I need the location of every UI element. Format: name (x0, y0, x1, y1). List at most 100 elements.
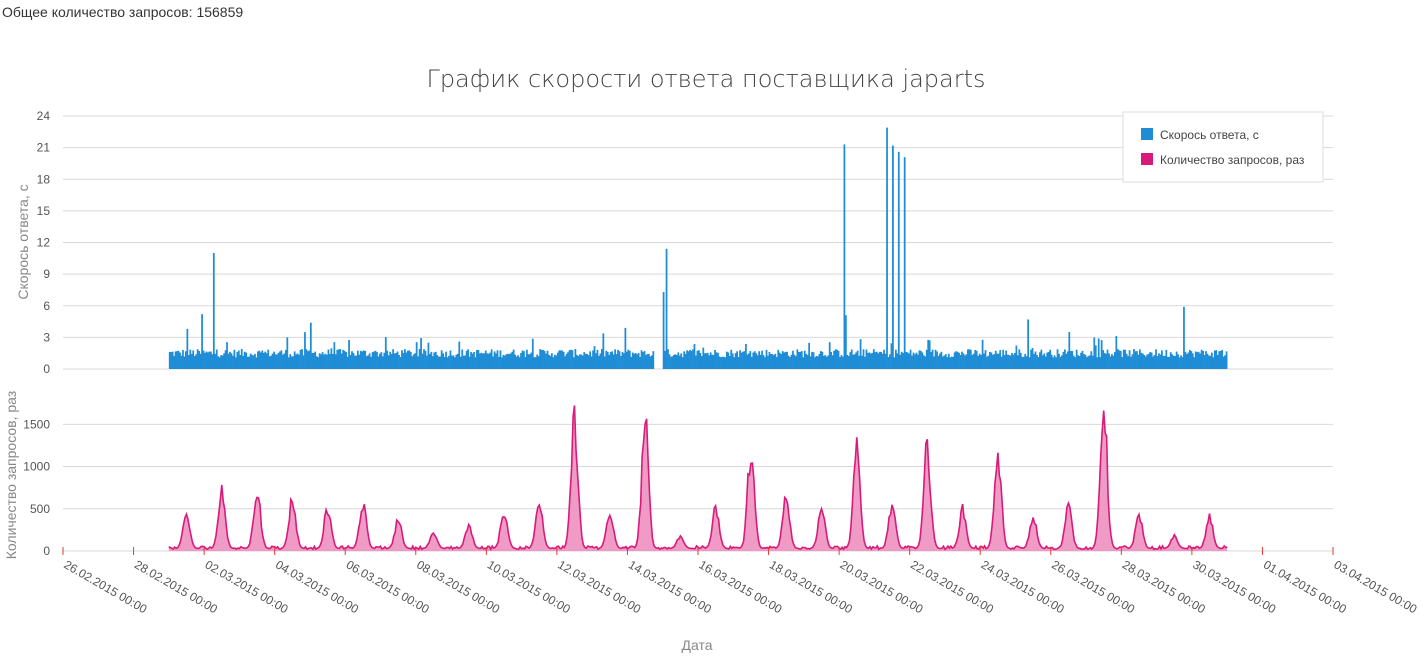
speed-bar (600, 349, 603, 369)
speed-bar (1090, 351, 1093, 369)
speed-bar (1184, 351, 1187, 369)
speed-bar (852, 354, 855, 369)
speed-bar (324, 353, 327, 369)
speed-bar (502, 354, 505, 369)
speed-bar (580, 354, 583, 369)
speed-bar (1030, 349, 1032, 369)
speed-bar (883, 349, 885, 369)
speed-bar (1218, 351, 1221, 369)
speed-bar (1138, 349, 1141, 369)
speed-bar (728, 355, 731, 369)
speed-bar (401, 350, 403, 369)
speed-bar (712, 354, 715, 369)
speed-bar (799, 351, 802, 369)
speed-bar (793, 354, 796, 369)
speed-bar (806, 354, 809, 369)
speed-bar (736, 351, 738, 369)
speed-bar (427, 342, 430, 369)
speed-bar (495, 353, 497, 369)
speed-bar (1141, 353, 1144, 369)
speed-bar (218, 357, 221, 369)
speed-bar (1197, 351, 1200, 369)
legend: Скорось ответа, с Количество запросов, р… (1122, 111, 1324, 183)
speed-bar (1096, 357, 1099, 369)
speed-bar (506, 353, 509, 369)
speed-bar (192, 350, 195, 369)
speed-bar (542, 350, 544, 369)
speed-bar (1040, 349, 1043, 369)
speed-bar (1074, 357, 1077, 369)
speed-bar (290, 356, 293, 369)
speed-bar (331, 354, 334, 369)
speed-bar (386, 350, 389, 369)
speed-bar (282, 354, 284, 369)
speed-bar (437, 356, 440, 369)
speed-bar (803, 350, 806, 369)
speed-bar (1065, 353, 1068, 369)
speed-bar (398, 354, 400, 369)
speed-bar (224, 350, 227, 369)
speed-bar (833, 350, 836, 369)
speed-bar (915, 352, 918, 369)
speed-bar (379, 353, 381, 369)
speed-bar (745, 344, 747, 369)
y-tick-top: 6 (43, 299, 50, 313)
speed-bar (1122, 349, 1125, 369)
speed-bar (867, 352, 869, 369)
speed-bar (198, 351, 201, 369)
speed-bar (855, 352, 858, 369)
speed-bar (950, 356, 953, 369)
requests-area-fill (168, 405, 1228, 551)
speed-bar (968, 349, 971, 369)
speed-bar (683, 351, 686, 369)
speed-bar (384, 337, 387, 369)
speed-bar (903, 157, 906, 369)
speed-bar (352, 352, 355, 369)
speed-bar (734, 353, 737, 369)
speed-bar (758, 351, 761, 369)
speed-bar (461, 349, 464, 369)
speed-bar (715, 352, 718, 369)
speed-bar (221, 355, 224, 369)
speed-bar (371, 352, 374, 369)
speed-bar (355, 355, 358, 369)
speed-bar (418, 349, 421, 369)
speed-bar (1205, 351, 1207, 369)
speed-bar (286, 337, 289, 369)
speed-bar (964, 355, 966, 369)
speed-bar (287, 357, 290, 369)
speed-bar (1021, 356, 1024, 369)
speed-bar (1031, 348, 1034, 369)
speed-bar (553, 354, 556, 369)
speed-bar (370, 356, 372, 369)
speed-bar (612, 354, 615, 369)
speed-bar (521, 350, 524, 369)
speed-bar (1212, 357, 1215, 369)
speed-bar (575, 354, 578, 369)
speed-bar (1225, 351, 1228, 369)
speed-bar (484, 350, 487, 369)
speed-bar (747, 353, 750, 369)
speed-bar (1137, 354, 1140, 369)
speed-bar (956, 351, 959, 369)
speed-bar (501, 357, 503, 369)
speed-bar (212, 253, 215, 369)
speed-bar (284, 349, 287, 369)
speed-bar (1056, 349, 1059, 369)
speed-bar (340, 353, 343, 369)
speed-bar (309, 322, 312, 369)
speed-bar (1037, 357, 1040, 369)
speed-bar (623, 353, 625, 369)
speed-bar (540, 349, 543, 369)
speed-bar (1087, 356, 1090, 369)
speed-bar (487, 353, 490, 369)
speed-bar (621, 352, 624, 369)
speed-bar (664, 350, 666, 369)
speed-bar (452, 355, 455, 369)
speed-bar (1094, 345, 1097, 369)
speed-bar (721, 356, 724, 369)
speed-bar (1162, 355, 1165, 369)
speed-bar (1105, 353, 1107, 369)
speed-bar (1028, 357, 1031, 369)
speed-bar (314, 351, 317, 369)
